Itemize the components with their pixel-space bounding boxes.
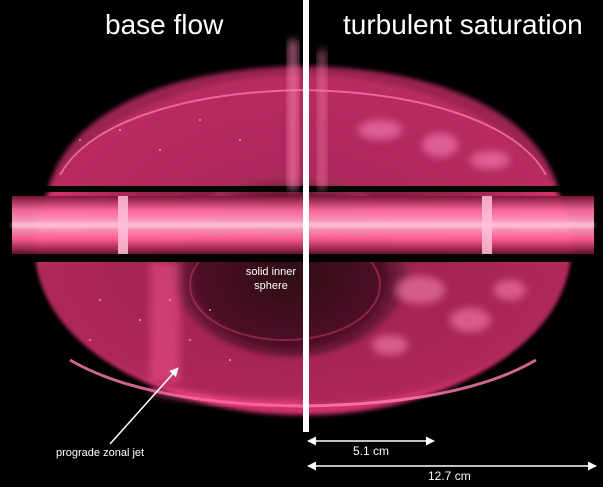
inner-sphere-label-line2: sphere [254, 280, 288, 292]
scale-label-small: 5.1 cm [353, 444, 390, 458]
zonal-jet-arrow [109, 367, 179, 445]
zonal-jet-label: prograde zonal jet [56, 447, 145, 459]
equatorial-band [0, 186, 603, 262]
inner-sphere-label-line1: solid inner [245, 266, 297, 278]
panel-title-right: turbulent saturation [343, 9, 583, 40]
scale-label-large: 12.7 cm [428, 469, 471, 483]
panel-divider [303, 0, 309, 432]
inner-sphere-label: solid inner sphere [226, 265, 316, 293]
panel-title-left: base flow [105, 9, 224, 40]
